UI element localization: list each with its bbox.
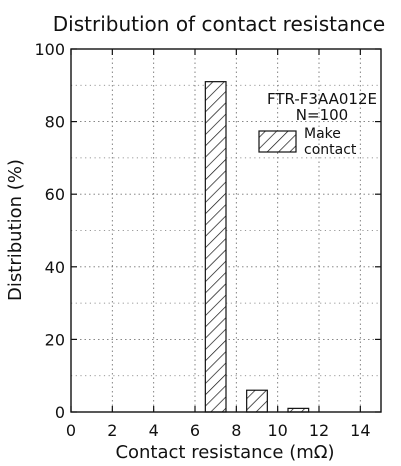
bars-layer: [204, 81, 310, 413]
grid-layer: [71, 49, 381, 412]
y-axis-label: Distribution (%): [5, 159, 26, 301]
annotation-sample-size: N=100: [296, 106, 348, 124]
ticks-layer: 0 2 4 6 8 10 12 14 0 20 40 60 80 100: [34, 40, 381, 440]
y-tick-label: 80: [45, 113, 65, 132]
x-tick-label: 4: [149, 421, 159, 440]
x-tick-label: 10: [267, 421, 287, 440]
x-tick-label: 6: [190, 421, 200, 440]
chart-title: Distribution of contact resistance: [53, 12, 385, 36]
x-tick-label: 12: [309, 421, 329, 440]
axes-layer: [70, 48, 382, 413]
y-tick-label: 20: [45, 330, 65, 349]
x-tick-label: 0: [66, 421, 76, 440]
x-tick-label: 2: [107, 421, 117, 440]
y-tick-label: 60: [45, 185, 65, 204]
bar-1: [204, 81, 227, 413]
x-axis-label: Contact resistance (mΩ): [115, 442, 334, 463]
x-tick-label: 14: [350, 421, 370, 440]
y-tick-label: 40: [45, 258, 65, 277]
legend-swatch: [258, 130, 297, 153]
plot-frame: [70, 48, 382, 413]
legend-label-line-2: contact: [304, 142, 357, 158]
y-tick-label: 0: [55, 403, 65, 422]
x-tick-label: 8: [231, 421, 241, 440]
bar-2: [246, 389, 268, 413]
annotation-model: FTR-F3AA012E: [267, 90, 377, 108]
y-tick-label: 100: [34, 40, 65, 59]
legend-label-line-1: Make: [304, 126, 341, 142]
